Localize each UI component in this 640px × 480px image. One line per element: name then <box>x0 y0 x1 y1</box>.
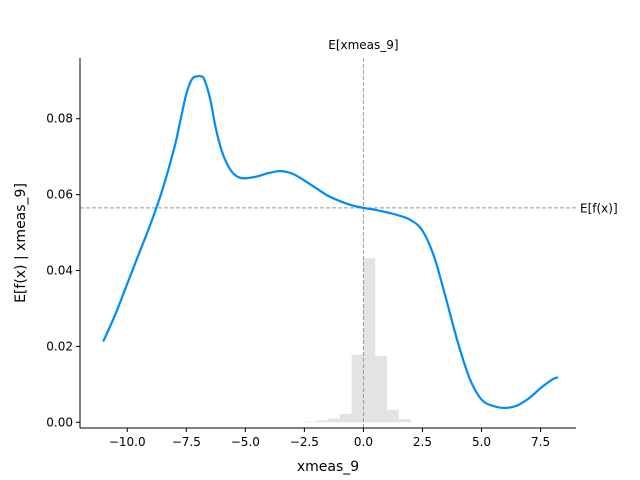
histogram-bar <box>363 258 376 423</box>
y-ticks: 0.00 0.02 0.04 0.06 0.08 <box>46 112 80 429</box>
axes <box>79 58 576 429</box>
x-tick-label: −7.5 <box>172 435 201 449</box>
expected-x-label: E[xmeas_9] <box>328 38 398 52</box>
histogram-bar <box>316 420 328 423</box>
y-tick-label: 0.02 <box>46 339 73 353</box>
y-tick-label: 0.00 <box>46 415 73 429</box>
x-tick-label: −10.0 <box>109 435 146 449</box>
y-tick-label: 0.04 <box>46 264 73 278</box>
y-tick-label: 0.08 <box>46 112 73 126</box>
histogram-bar <box>375 355 388 423</box>
series-line <box>102 74 559 409</box>
x-tick-label: −5.0 <box>231 435 260 449</box>
histogram-bar <box>351 354 364 423</box>
x-tick-label: 5.0 <box>472 435 491 449</box>
histogram-bars <box>304 258 411 423</box>
histogram-bar <box>387 409 399 423</box>
x-tick-label: −2.5 <box>290 435 319 449</box>
reference-lines <box>80 58 576 428</box>
histogram-bar <box>304 421 317 423</box>
x-tick-label: 2.5 <box>413 435 432 449</box>
expected-fx-label: E[f(x)] <box>580 201 618 215</box>
x-tick-label: 7.5 <box>531 435 550 449</box>
histogram-bar <box>339 413 352 423</box>
histogram-bar <box>328 418 340 423</box>
y-axis-label: E[f(x) | xmeas_9] <box>13 183 29 303</box>
x-ticks: −10.0 −7.5 −5.0 −2.5 0.0 2.5 5.0 7.5 <box>109 428 550 449</box>
y-tick-label: 0.06 <box>46 188 73 202</box>
x-axis-label: xmeas_9 <box>297 459 359 475</box>
histogram-bar <box>398 419 411 423</box>
x-tick-label: 0.0 <box>354 435 373 449</box>
